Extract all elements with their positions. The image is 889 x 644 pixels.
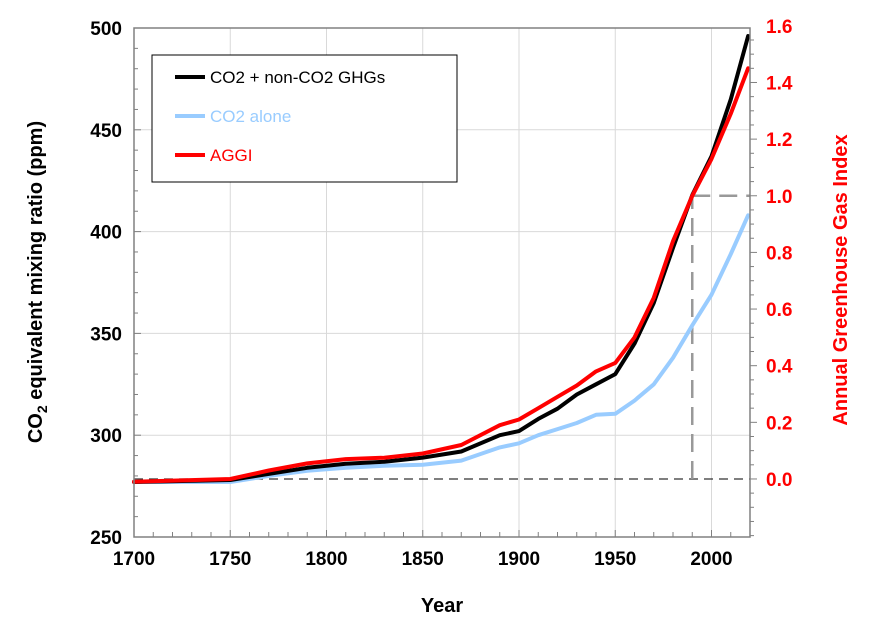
x-tick-label: 2000: [690, 549, 732, 570]
y2-tick-label: 0.6: [766, 300, 792, 321]
x-tick-label: 1900: [498, 549, 540, 570]
y-axis-label: CO2 equivalent mixing ratio (ppm): [25, 121, 50, 443]
series-line-aggi: [132, 66, 751, 484]
x-tick-label: 1750: [209, 549, 251, 570]
x-axis-label: Year: [421, 595, 463, 617]
reference-lines: [134, 194, 750, 480]
x-tick-label: 1800: [305, 549, 347, 570]
y2-tick-label: 0.8: [766, 243, 792, 264]
y-tick-label: 450: [90, 121, 122, 142]
legend: CO2 + non-CO2 GHGs CO2 alone AGGI: [151, 54, 458, 183]
x-tick-label: 1700: [113, 549, 155, 570]
legend-label-aggi: AGGI: [210, 146, 253, 165]
y-tick-label: 250: [90, 528, 122, 549]
series-line-co2: [132, 213, 751, 484]
series-group: [132, 34, 751, 484]
y-tick-label: 400: [90, 223, 122, 244]
y2-tick-label: 1.0: [766, 187, 792, 208]
y2-tick-label: 1.6: [766, 17, 792, 38]
x-tick-label: 1950: [594, 549, 636, 570]
y-axis-label-sub: 2: [34, 405, 50, 413]
y2-tick-label: 0.4: [766, 357, 793, 378]
y2-tick-label: 0.2: [766, 413, 792, 434]
y2-tick-label: 0.0: [766, 470, 792, 491]
y-tick-label: 500: [90, 19, 122, 40]
legend-label-co2: CO2 alone: [210, 107, 291, 126]
legend-label-co2eq: CO2 + non-CO2 GHGs: [210, 68, 385, 87]
y-tick-label: 300: [90, 426, 122, 447]
x-tick-label: 1850: [402, 549, 444, 570]
y-tick-label: 350: [90, 324, 122, 345]
y-axis-label-pre: CO: [25, 413, 47, 443]
y2-tick-label: 1.4: [766, 73, 793, 94]
axes: [133, 27, 757, 538]
y2-tick-label: 1.2: [766, 130, 792, 151]
tick-labels: 1700 1750 1800 1850 1900 1950 2000 250 300 350 400…: [90, 17, 793, 570]
y2-axis-label: Annual Greenhouse Gas Index: [830, 134, 852, 425]
y-axis-label-post: equivalent mixing ratio (ppm): [25, 121, 47, 405]
